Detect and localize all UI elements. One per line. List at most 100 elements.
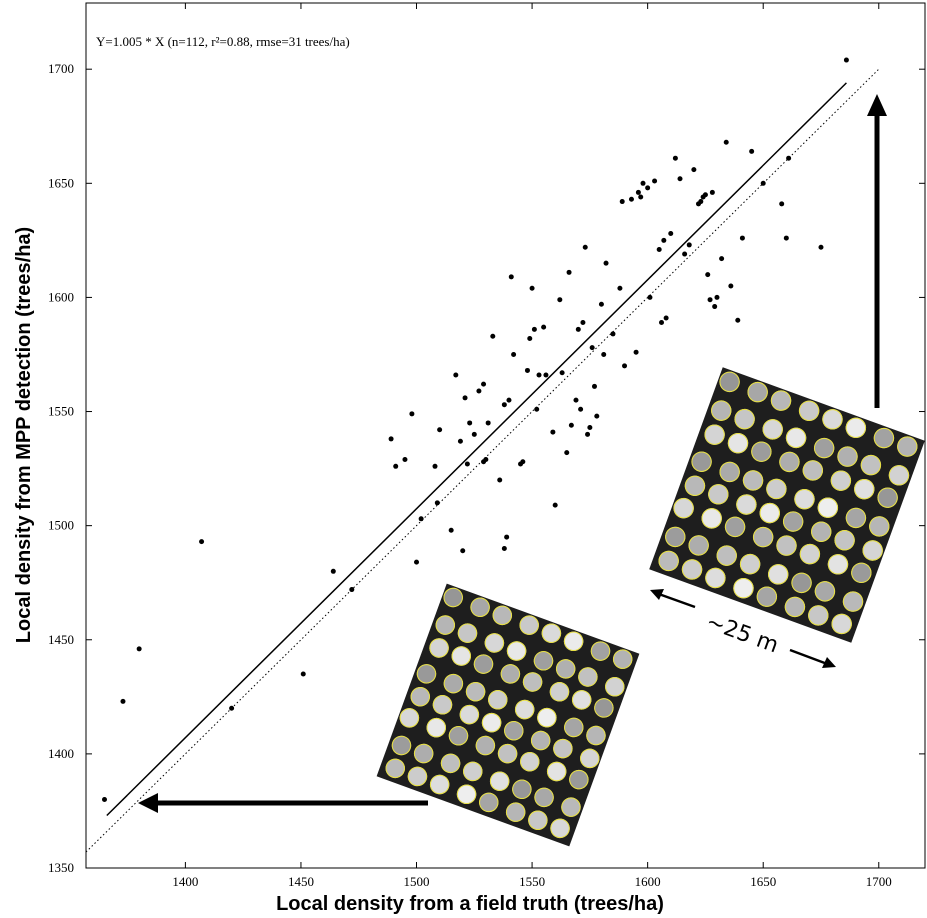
point [818,244,824,250]
point [661,237,667,243]
tree-crown [506,641,527,661]
point [536,372,542,378]
tree-detection [845,507,867,529]
tree-crown [724,516,746,538]
point [501,402,507,408]
tree-detection [569,769,589,790]
tree-detection [473,654,494,674]
point [434,500,440,506]
tree-crown [489,771,510,791]
point [460,548,466,554]
tree-crown [705,567,726,589]
tree-detection [492,605,513,626]
tree-crown [500,664,521,684]
tree-crown [533,651,554,671]
tree-detection [534,787,554,808]
y-tick-label: 1600 [48,289,74,304]
point [229,705,235,711]
tree-detection [776,535,797,556]
tree-detection [553,738,573,759]
tree-crown [822,409,843,430]
tree-crown [443,673,464,694]
tree-crown [569,769,589,790]
point [645,185,651,191]
point [575,326,581,332]
tree-detection [827,554,849,575]
tree-crown [426,717,447,738]
tree-detection [756,586,778,607]
tree-detection [845,417,867,439]
tree-detection [578,667,598,687]
tree-crown [860,454,882,476]
tree-detection [691,451,712,472]
tree-detection [747,381,768,403]
tree-crown [752,526,774,548]
tree-crown [519,615,539,635]
tree-crown [766,478,787,500]
tree-crown [688,535,709,556]
point [686,242,692,248]
tree-detection [555,659,576,679]
point [603,260,609,266]
tree-detection [719,461,740,483]
tree-crown [716,545,737,566]
tree-detection [416,664,437,684]
tree-detection [504,721,524,741]
tree-detection [505,802,526,822]
tree-detection [385,758,405,779]
tree-detection [563,631,584,652]
tree-detection [673,497,694,519]
point [453,372,459,378]
point [635,189,641,195]
x-axis-label: Local density from a field truth (trees/… [276,893,664,915]
tree-crown [488,690,508,710]
point [476,388,482,394]
arrow-head [650,589,664,600]
point [300,671,306,677]
tree-crown [681,559,703,580]
tree-detection [837,446,858,467]
tree-detection [799,543,821,565]
tree-detection [716,545,737,566]
point [728,283,734,289]
tree-crown [473,654,494,674]
tree-detection [612,649,633,669]
tree-detection [658,550,679,572]
tree-detection [459,704,480,725]
point [485,420,491,426]
tree-crown [512,779,532,800]
tree-crown [391,735,412,756]
tree-crown [704,424,725,445]
arrow [655,591,696,609]
point [541,324,547,330]
point [668,231,674,237]
point [640,180,646,186]
point [568,422,574,428]
point [471,431,477,437]
tree-detection [546,761,567,782]
tree-detection [489,771,510,791]
tree-detection [794,489,815,510]
tree-crown [605,677,625,697]
tree-detection [811,521,832,542]
point [462,395,468,401]
tree-crown [734,408,755,430]
tree-crown [561,797,581,817]
tree-detection [851,562,872,584]
tree-crown [756,586,778,607]
tree-crown [534,787,554,808]
tree-detection [465,681,486,702]
arrows [138,94,887,813]
tree-crown [785,427,807,449]
point [501,545,507,551]
tree-detection [456,784,477,805]
inset-image [376,583,640,847]
tree-detection [736,494,757,515]
tree-crown [762,419,783,440]
tree-crown [443,587,463,608]
tree-detection [808,605,829,626]
x-tick-label: 1550 [519,874,545,889]
tree-crown [888,465,910,486]
point [490,333,496,339]
